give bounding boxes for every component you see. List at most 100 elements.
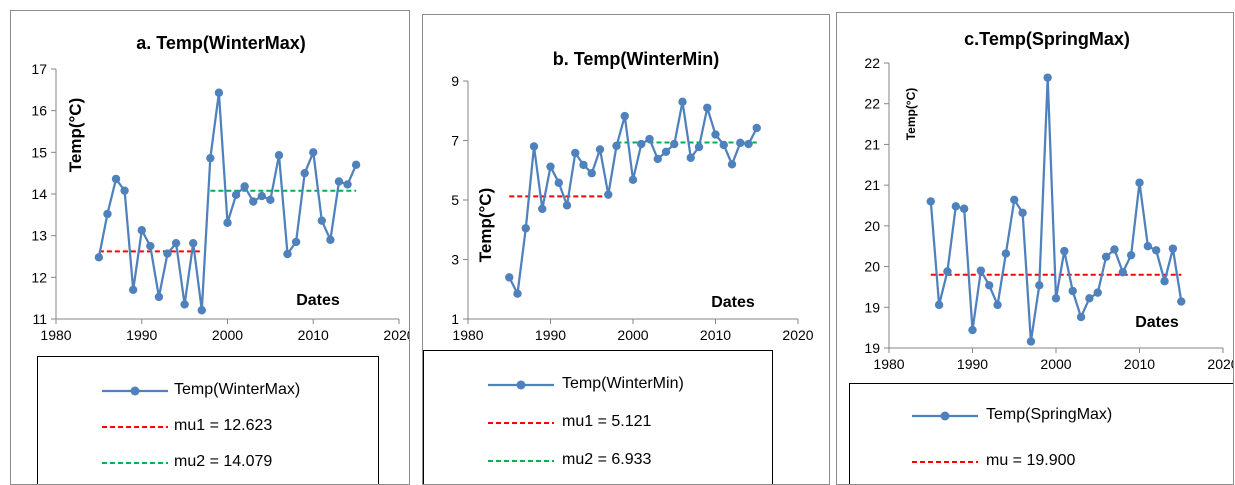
data-point [343,180,352,189]
y-tick-label: 21 [864,136,880,152]
data-point [266,195,275,205]
data-point [678,97,687,107]
data-point [94,253,104,262]
data-point [1010,195,1019,204]
data-point [686,153,695,162]
data-point [1035,281,1044,290]
data-point [637,139,646,149]
plot-area: 1 3 5 7 9 1980 1990 2000 2010 2020 b. Temp(WinterM… [423,15,829,350]
data-point [1118,268,1127,277]
y-tick-label: 17 [31,61,47,77]
data-point [620,111,629,121]
y-tick-label: 22 [864,96,880,112]
chart-title: a. Temp(WinterMax) [136,33,306,53]
legend-entry: mu2 = 6.933 [424,449,772,473]
chart-panel-spring-max: 191920202121222219801990200020102020c.Te… [836,12,1234,485]
legend-label: Temp(SpringMax) [986,406,1113,423]
x-tick-label: 1990 [957,356,988,372]
data-point [1085,294,1094,303]
data-point [1093,288,1102,297]
data-point [612,141,621,151]
data-point [604,190,613,199]
data-point [240,182,249,191]
data-point [249,197,258,206]
data-point [163,249,172,258]
data-point [993,300,1002,310]
data-point [300,168,309,178]
chart-svg: 11 12 13 14 15 16 17 1980 1990 2000 2010 2020 a. Tem… [31,33,409,343]
x-tick-label: 1980 [873,356,904,372]
data-point [317,216,327,225]
chart-title: b. Temp(WinterMin) [553,49,719,69]
data-point [171,238,181,248]
x-tick-label: 2000 [212,327,243,343]
data-point [985,281,994,290]
data-point [120,186,129,195]
data-point [554,178,563,187]
data-point [334,177,344,186]
data-point [562,201,572,210]
data-point [1026,337,1036,346]
legend: Temp(WinterMax) mu1 = 12.623 mu2 = 14.079 [37,356,379,484]
legend-label: mu1 = 5.121 [562,413,652,430]
data-point [744,139,753,149]
data-point [595,145,605,154]
legend-label: mu1 = 12.623 [174,417,273,434]
data-point [257,191,266,201]
y-tick-label: 12 [31,269,47,285]
data-point [968,325,977,335]
data-point [1001,249,1011,258]
x-tick-label: 2010 [1124,356,1155,372]
y-tick-label: 19 [864,340,880,356]
data-point [111,174,121,184]
data-point [628,175,638,184]
y-tick-label: 19 [864,299,880,315]
x-tick-label: 2000 [617,327,648,343]
y-tick-label: 13 [31,228,47,244]
data-point [571,148,580,158]
data-point [1043,73,1052,82]
data-point [1110,245,1119,254]
y-tick-label: 20 [864,259,880,275]
y-tick-label: 9 [451,73,459,89]
data-point [505,273,514,282]
legend-dashed-line-icon [912,461,978,463]
data-point [719,140,728,150]
x-tick-label: 2000 [1040,356,1071,372]
data-point [1101,252,1111,261]
data-point [223,218,232,227]
data-point [694,142,704,152]
series-line [508,100,758,295]
data-point [189,238,198,248]
legend-entry: mu2 = 14.079 [38,451,378,475]
data-point [943,267,952,276]
y-tick-label: 16 [31,103,47,119]
data-point [579,160,588,170]
data-point [309,148,318,157]
x-tick-label: 1980 [452,327,483,343]
x-axis-label: Dates [296,292,340,309]
data-point [1168,244,1178,253]
x-tick-label: 1980 [40,327,71,343]
legend-label: Temp(WinterMin) [562,375,684,392]
y-tick-label: 3 [451,252,459,268]
legend-line-marker-icon [912,411,978,421]
legend-line-marker-icon [488,380,554,390]
legend: Temp(SpringMax) mu = 19.900 [849,383,1233,484]
y-tick-label: 20 [864,218,880,234]
data-point [326,235,335,245]
x-tick-label: 1990 [126,327,157,343]
data-point [206,153,215,163]
legend-entry: mu1 = 5.121 [424,411,772,435]
data-point [976,266,986,275]
chart-panel-winter-max: 11 12 13 14 15 16 17 1980 1990 2000 2010 2020 a. Tem… [10,10,410,485]
data-point [180,300,189,309]
data-point [1135,178,1144,187]
legend-label: mu2 = 14.079 [174,453,273,470]
y-tick-label: 1 [451,311,459,327]
y-tick-label: 11 [32,311,47,327]
plot-area: 191920202121222219801990200020102020c.Te… [837,13,1233,383]
legend: Temp(WinterMin) mu1 = 5.121 mu2 = 6.933 [423,350,773,484]
data-point [529,142,539,151]
y-tick-label: 21 [864,177,880,193]
